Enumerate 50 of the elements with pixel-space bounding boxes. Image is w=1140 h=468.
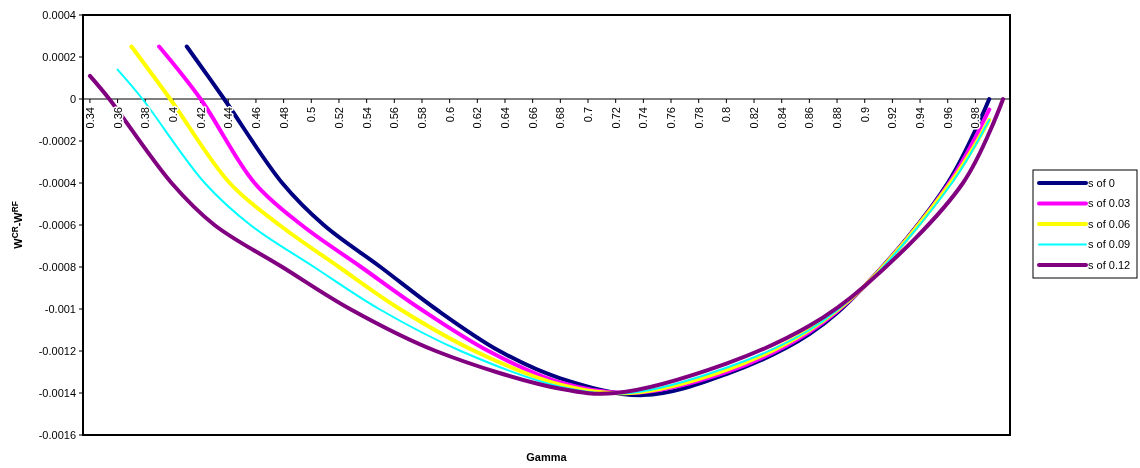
- x-tick-label: 0.44: [222, 107, 235, 129]
- legend-label: s of 0.03: [1088, 197, 1131, 210]
- y-tick-label: 0.0002: [42, 50, 76, 63]
- x-tick-label: 0.86: [803, 107, 816, 129]
- x-tick-label: 0.5: [305, 107, 318, 123]
- legend-label: s of 0.12: [1088, 258, 1131, 271]
- x-tick-label: 0.54: [360, 107, 373, 129]
- y-tick-label: -0.0006: [38, 218, 76, 231]
- x-tick-label: 0.76: [665, 107, 678, 129]
- x-tick-label: 0.82: [748, 107, 761, 129]
- x-tick-label: 0.62: [471, 107, 484, 129]
- y-tick-label: 0: [69, 92, 76, 105]
- x-tick-label: 0.8: [720, 107, 733, 123]
- x-tick-label: 0.56: [388, 107, 401, 129]
- x-tick-label: 0.64: [498, 107, 511, 129]
- y-tick-label: -0.0014: [38, 386, 76, 399]
- x-tick-label: 0.94: [914, 107, 927, 129]
- x-tick-label: 0.6: [443, 107, 456, 123]
- x-tick-label: 0.4: [166, 107, 179, 123]
- y-tick-label: -0.0008: [38, 260, 76, 273]
- x-tick-label: 0.66: [526, 107, 539, 129]
- x-tick-label: 0.72: [609, 107, 622, 129]
- x-tick-label: 0.38: [139, 107, 152, 129]
- x-tick-label: 0.68: [554, 107, 567, 129]
- x-tick-label: 0.78: [692, 107, 705, 129]
- x-tick-label: 0.96: [941, 107, 954, 129]
- x-tick-label: 0.42: [194, 107, 207, 129]
- legend-label: s of 0.06: [1088, 217, 1131, 230]
- x-tick-label: 0.36: [111, 107, 124, 129]
- y-tick-label: -0.0012: [38, 344, 76, 357]
- x-tick-label: 0.46: [249, 107, 262, 129]
- y-tick-label: 0.0004: [42, 8, 76, 21]
- x-tick-label: 0.7: [582, 107, 595, 123]
- x-axis-title: Gamma: [526, 451, 568, 463]
- x-tick-label: 0.34: [83, 107, 96, 129]
- y-tick-label: -0.0002: [38, 134, 76, 147]
- legend-label: s of 0.09: [1088, 238, 1131, 251]
- x-tick-label: 0.84: [775, 107, 788, 129]
- x-tick-label: 0.52: [332, 107, 345, 129]
- x-tick-label: 0.48: [277, 107, 290, 129]
- x-tick-label: 0.98: [969, 107, 982, 129]
- legend-label: s of 0: [1088, 176, 1115, 189]
- y-tick-label: -0.001: [44, 302, 76, 315]
- y-tick-label: -0.0004: [38, 176, 76, 189]
- x-tick-label: 0.58: [415, 107, 428, 129]
- x-tick-label: 0.92: [886, 107, 899, 129]
- x-tick-label: 0.88: [831, 107, 844, 129]
- x-tick-label: 0.9: [858, 107, 871, 123]
- y-tick-label: -0.0016: [38, 428, 76, 441]
- x-tick-label: 0.74: [637, 107, 650, 129]
